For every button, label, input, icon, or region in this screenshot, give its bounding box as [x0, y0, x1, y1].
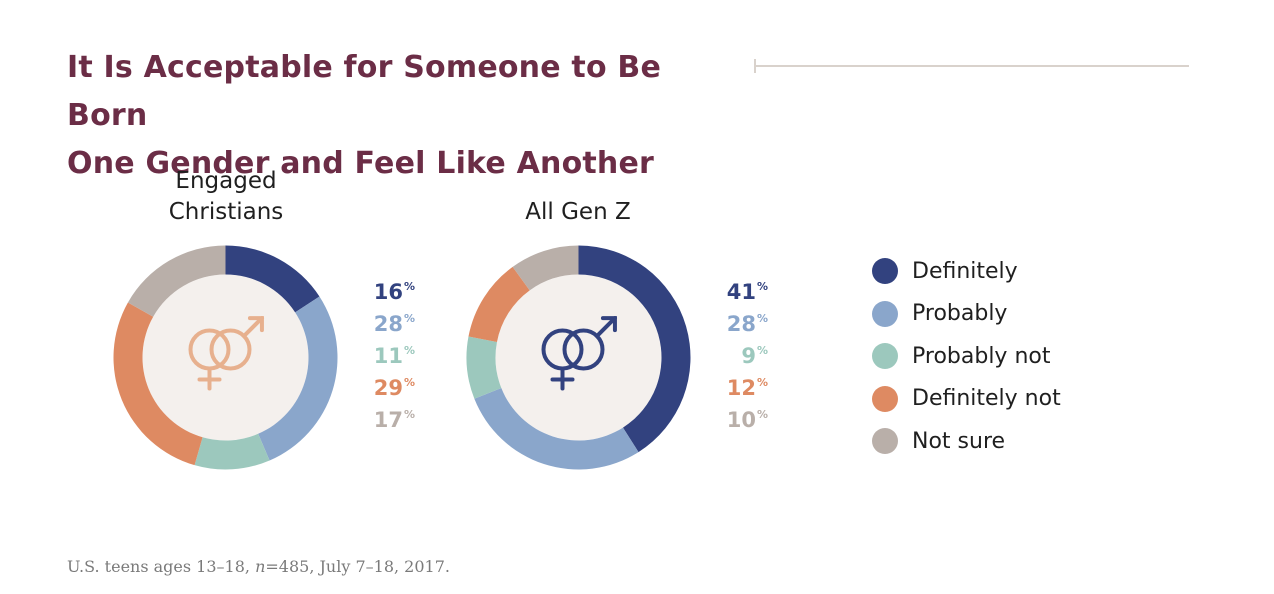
- all-gen-z-slice-probably: [474, 388, 639, 470]
- legend-swatch-probably-not: [872, 343, 898, 370]
- footnote-text-2: =485, July 7–18, 2017.: [265, 557, 450, 576]
- engaged-christians-slice-not-sure: [127, 245, 226, 317]
- engaged-christians-donut: [113, 245, 338, 470]
- legend-item-probably-not: Probably not: [872, 335, 1061, 378]
- footnote-n: n: [255, 557, 266, 576]
- legend-swatch-definitely: [872, 258, 898, 285]
- engaged-christians-label: Engaged Christians: [126, 166, 326, 228]
- all-gen-z-values: 41% 28% 9% 12% 10%: [698, 271, 768, 432]
- engaged-christians-slice-definitely-not: [113, 302, 203, 466]
- engaged-christians-label-line-1: Engaged: [175, 168, 277, 194]
- legend-item-probably: Probably: [872, 293, 1061, 336]
- engaged-christians-slice-probably-not: [194, 433, 270, 470]
- all-gen-z-value-definitely-not: 12%: [726, 376, 768, 400]
- footnote: U.S. teens ages 13–18, n=485, July 7–18,…: [67, 557, 450, 576]
- all-gen-z-value-not-sure: 10%: [726, 408, 768, 432]
- legend-label-not-sure: Not sure: [912, 428, 1006, 454]
- all-gen-z-value-definitely: 41%: [726, 280, 768, 304]
- engaged-christians-value-probably-not: 11%: [373, 344, 415, 368]
- all-gen-z-donut: [466, 245, 691, 470]
- legend-label-probably-not: Probably not: [912, 343, 1051, 369]
- engaged-christians-value-probably: 28%: [373, 312, 415, 336]
- title-rule: [754, 65, 1189, 67]
- engaged-christians-label-line-2: Christians: [168, 199, 284, 225]
- legend-item-not-sure: Not sure: [872, 420, 1061, 463]
- engaged-christians-value-definitely: 16%: [373, 280, 415, 304]
- all-gen-z-slice-definitely: [578, 245, 691, 453]
- legend-item-definitely: Definitely: [872, 250, 1061, 293]
- all-gen-z-slice-probably-not: [466, 336, 502, 399]
- engaged-christians-gender-symbols-icon: [188, 316, 264, 391]
- all-gen-z-value-probably: 28%: [726, 312, 768, 336]
- engaged-christians-values: 16% 28% 11% 29% 17%: [345, 271, 415, 432]
- legend-swatch-probably: [872, 300, 898, 327]
- all-gen-z-gender-symbols-icon: [541, 316, 617, 391]
- engaged-christians-value-not-sure: 17%: [373, 408, 415, 432]
- all-gen-z-slice-not-sure: [512, 245, 579, 291]
- all-gen-z-label: All Gen Z: [525, 199, 631, 225]
- legend-item-definitely-not: Definitely not: [872, 378, 1061, 421]
- legend-label-definitely-not: Definitely not: [912, 386, 1061, 412]
- legend-label-probably: Probably: [912, 301, 1008, 327]
- all-gen-z-value-probably-not: 9%: [741, 344, 768, 368]
- legend-label-definitely: Definitely: [912, 258, 1018, 284]
- engaged-christians-value-definitely-not: 29%: [373, 376, 415, 400]
- chart-title-line-1: It Is Acceptable for Someone to Be Born: [67, 50, 662, 133]
- legend: Definitely Probably Probably not Definitely…: [872, 250, 1061, 463]
- all-gen-z-slice-definitely-not: [468, 266, 530, 342]
- legend-swatch-not-sure: [872, 428, 898, 455]
- legend-swatch-definitely-not: [872, 385, 898, 412]
- engaged-christians-slice-definitely: [225, 245, 320, 313]
- chart-title: It Is Acceptable for Someone to Be Born …: [67, 44, 747, 188]
- engaged-christians-slice-probably: [258, 296, 338, 461]
- chart-title-line-2: One Gender and Feel Like Another: [67, 146, 655, 181]
- footnote-text-1: U.S. teens ages 13–18,: [67, 557, 256, 576]
